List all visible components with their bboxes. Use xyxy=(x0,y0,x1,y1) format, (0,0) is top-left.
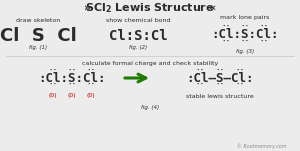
Text: ··: ·· xyxy=(68,80,76,90)
Text: Cl  S  Cl: Cl S Cl xyxy=(0,27,76,45)
Text: »: » xyxy=(84,3,92,13)
Text: (0): (0) xyxy=(87,93,95,98)
Text: ··: ·· xyxy=(260,37,268,47)
Text: (0): (0) xyxy=(68,93,76,98)
Text: ··: ·· xyxy=(195,66,205,76)
Text: «: « xyxy=(208,3,216,13)
Text: ··: ·· xyxy=(86,66,96,76)
Text: ··: ·· xyxy=(240,22,250,32)
Text: ··: ·· xyxy=(236,80,244,90)
Text: :Cl–S–Cl:: :Cl–S–Cl: xyxy=(186,72,254,85)
Text: show chemical bond: show chemical bond xyxy=(106,18,170,22)
Text: ··: ·· xyxy=(215,66,225,76)
Text: ··: ·· xyxy=(221,22,231,32)
Text: fig. (3): fig. (3) xyxy=(236,48,254,53)
Text: fig. (1): fig. (1) xyxy=(29,45,47,50)
Text: :Cl:S:Cl:: :Cl:S:Cl: xyxy=(211,27,279,40)
Text: :Cl:S:Cl:: :Cl:S:Cl: xyxy=(38,72,106,85)
Text: ··: ·· xyxy=(48,66,58,76)
Text: ··: ·· xyxy=(195,80,205,90)
Text: ··: ·· xyxy=(236,66,244,76)
Text: (0): (0) xyxy=(49,93,57,98)
Text: Cl:S:Cl: Cl:S:Cl xyxy=(109,29,167,43)
Text: stable lewis structure: stable lewis structure xyxy=(186,93,254,98)
Text: ··: ·· xyxy=(68,66,76,76)
Text: mark lone pairs: mark lone pairs xyxy=(220,16,270,21)
Text: ··: ·· xyxy=(48,80,58,90)
Text: ··: ·· xyxy=(260,22,268,32)
Text: $\mathbf{SCl_2\ Lewis\ Structure}$: $\mathbf{SCl_2\ Lewis\ Structure}$ xyxy=(85,1,215,15)
Text: fig. (2): fig. (2) xyxy=(129,45,147,50)
Text: © Rootmemory.com: © Rootmemory.com xyxy=(237,143,287,149)
Text: ··: ·· xyxy=(86,80,96,90)
Text: fig. (4): fig. (4) xyxy=(141,104,159,109)
Text: ··: ·· xyxy=(240,37,250,47)
Text: calculate formal charge and check stability: calculate formal charge and check stabil… xyxy=(82,61,218,66)
Text: draw skeleton: draw skeleton xyxy=(16,18,60,22)
Text: ··: ·· xyxy=(215,80,225,90)
Text: ··: ·· xyxy=(221,37,231,47)
